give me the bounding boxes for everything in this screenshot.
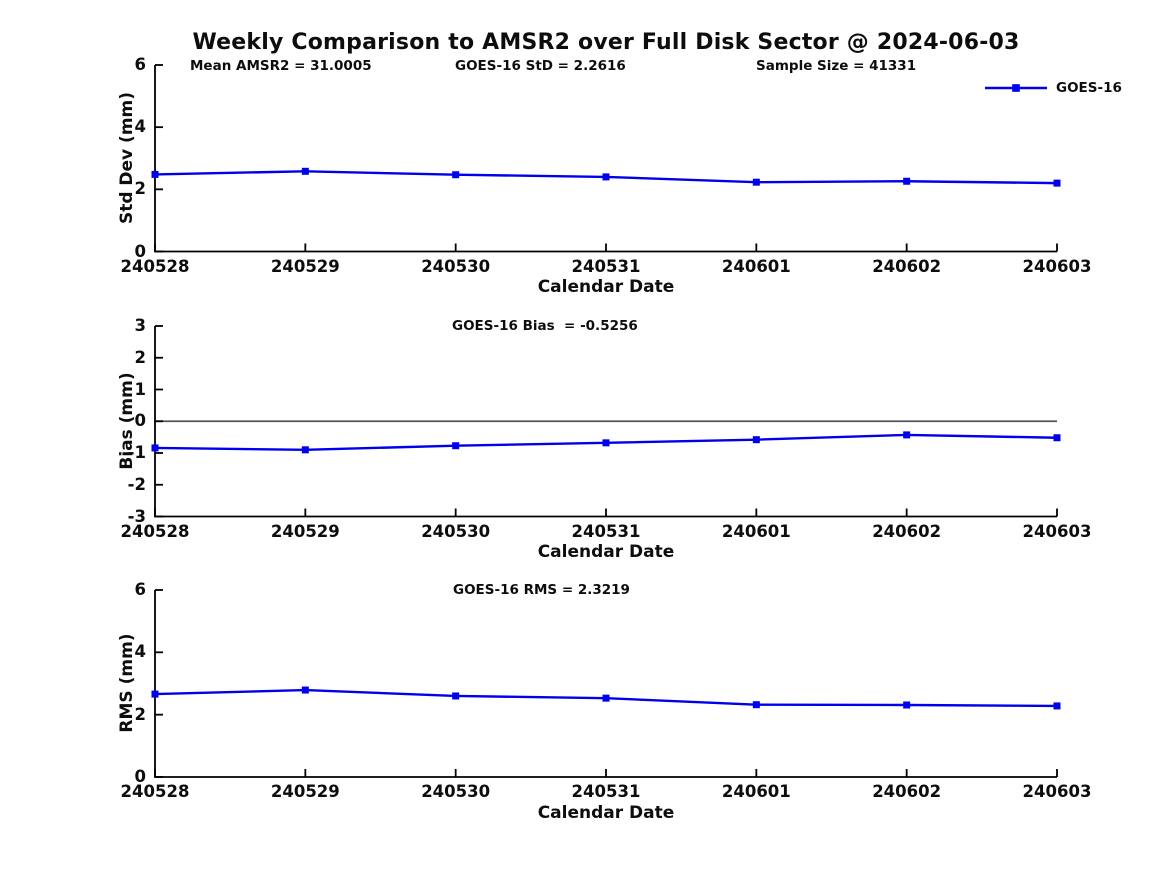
x-axis-label-1: Calendar Date [537, 277, 675, 297]
x-tick-label: 240531 [571, 521, 641, 541]
data-point-marker [752, 701, 760, 709]
legend-marker-sample [1012, 84, 1020, 92]
y-tick-label: -1 [127, 443, 146, 462]
y-tick-label: -2 [127, 474, 146, 494]
x-tick-label: 240602 [872, 521, 942, 541]
x-tick-label: 240531 [571, 782, 641, 801]
y-tick-label: 2 [134, 347, 146, 367]
annotation-mean-amsr2: Mean AMSR2 = 31.0005 [190, 58, 372, 74]
x-tick-label: 240530 [421, 782, 491, 801]
y-tick-label: 2 [134, 704, 146, 724]
data-point-marker [903, 431, 911, 439]
data-point-marker [452, 692, 460, 700]
y-tick-label: 2 [134, 179, 146, 199]
y-tick-label: 0 [134, 241, 146, 261]
x-tick-label: 240602 [872, 256, 942, 276]
data-point-marker [752, 436, 760, 444]
data-point-marker [1053, 179, 1061, 187]
chart-title: Weekly Comparison to AMSR2 over Full Dis… [192, 30, 1020, 55]
legend-label-goes16: GOES-16 [1056, 80, 1122, 96]
data-point-marker [452, 442, 460, 450]
annotation-goes16-rms: GOES-16 RMS = 2.3219 [453, 582, 630, 598]
x-tick-label: 240529 [270, 782, 340, 801]
data-point-marker [1053, 702, 1061, 710]
x-tick-label: 240601 [721, 782, 791, 801]
x-tick-label: 240603 [1022, 256, 1092, 276]
x-tick-label: 240529 [270, 256, 340, 276]
data-point-marker [452, 171, 460, 179]
x-tick-label: 240601 [721, 256, 791, 276]
x-tick-label: 240530 [421, 521, 491, 541]
data-point-marker [151, 444, 159, 452]
x-axis-label-2: Calendar Date [537, 542, 675, 562]
annotation-sample-size: Sample Size = 41331 [756, 58, 917, 74]
y-tick-label: 6 [134, 55, 146, 74]
x-tick-label: 240528 [120, 521, 190, 541]
x-tick-label: 240603 [1022, 521, 1092, 541]
data-point-marker [1053, 434, 1061, 442]
x-tick-label: 240601 [721, 521, 791, 541]
x-axis-label-3: Calendar Date [537, 803, 675, 823]
data-point-marker [151, 690, 159, 698]
x-tick-label: 240529 [270, 521, 340, 541]
data-point-marker [301, 446, 309, 454]
x-tick-label: 240531 [571, 256, 641, 276]
x-tick-label: 240528 [120, 256, 190, 276]
annotation-goes16-std: GOES-16 StD = 2.2616 [455, 58, 626, 74]
y-tick-label: 3 [134, 316, 146, 335]
y-tick-label: 4 [134, 117, 146, 137]
x-tick-label: 240603 [1022, 782, 1092, 801]
data-point-marker [903, 177, 911, 185]
y-tick-label: 0 [134, 411, 146, 431]
y-tick-label: 1 [134, 379, 146, 399]
data-point-marker [151, 170, 159, 178]
y-tick-label: 0 [134, 767, 146, 786]
data-point-marker [602, 694, 610, 702]
x-tick-label: 240602 [872, 782, 942, 801]
y-tick-label: 6 [134, 580, 146, 599]
x-tick-label: 240530 [421, 256, 491, 276]
y-tick-label: -3 [127, 506, 146, 526]
x-tick-label: 240528 [120, 782, 190, 801]
data-point-marker [602, 173, 610, 181]
data-point-marker [602, 439, 610, 447]
data-point-marker [301, 686, 309, 694]
data-point-marker [301, 167, 309, 175]
data-point-marker [752, 178, 760, 186]
annotation-goes16-bias: GOES-16 Bias = -0.5256 [452, 318, 638, 334]
data-point-marker [903, 701, 911, 709]
y-tick-label: 4 [134, 642, 146, 662]
